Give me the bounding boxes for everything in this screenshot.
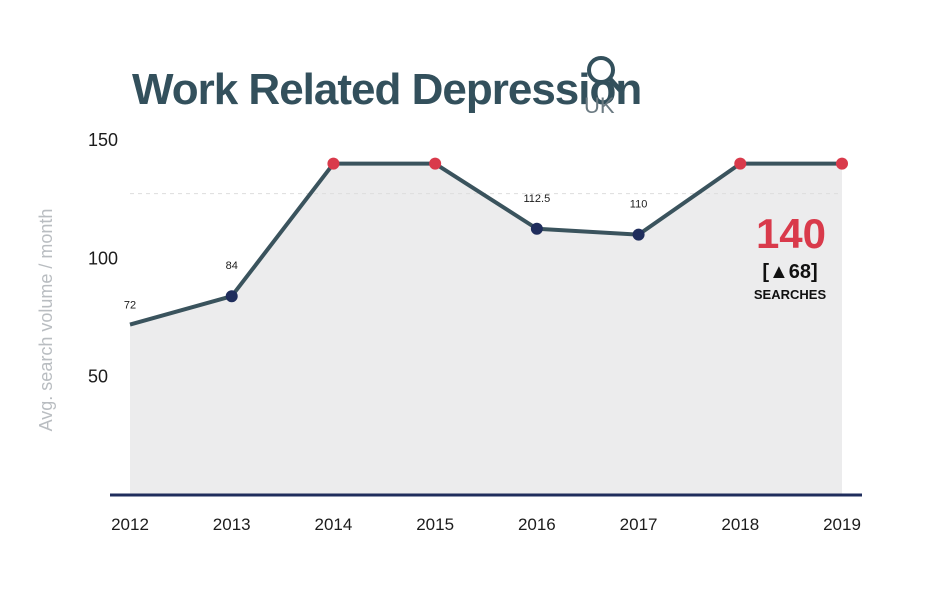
x-tick-label: 2013 bbox=[213, 515, 251, 534]
y-tick-label: 50 bbox=[88, 367, 108, 387]
data-label: 112.5 bbox=[523, 193, 550, 205]
callout-change: [▲68] bbox=[762, 261, 817, 283]
data-point bbox=[734, 157, 747, 170]
x-tick-label: 2017 bbox=[620, 515, 658, 534]
data-point bbox=[429, 157, 442, 170]
y-tick-label: 100 bbox=[88, 248, 118, 268]
title-group: Work Related Depression UK bbox=[132, 56, 642, 118]
callout-value: 140 bbox=[756, 210, 826, 257]
y-axis-label: Avg. search volume / month bbox=[36, 209, 56, 432]
series-line bbox=[129, 161, 842, 327]
x-tick-label: 2018 bbox=[721, 515, 759, 534]
data-point bbox=[530, 222, 543, 235]
data-label: 72 bbox=[124, 300, 136, 312]
data-point bbox=[225, 290, 238, 303]
y-tick-label: 150 bbox=[88, 130, 118, 150]
area-fill bbox=[130, 163, 842, 495]
callout-unit: SEARCHES bbox=[754, 287, 827, 302]
x-tick-label: 2019 bbox=[823, 515, 861, 534]
data-label: 110 bbox=[630, 199, 648, 211]
chart-title: Work Related Depression bbox=[132, 65, 641, 114]
data-point bbox=[327, 157, 340, 170]
data-point bbox=[836, 157, 848, 170]
x-tick-label: 2012 bbox=[111, 515, 149, 534]
chart-subtitle: UK bbox=[584, 93, 615, 118]
x-tick-label: 2014 bbox=[315, 515, 353, 534]
data-label: 84 bbox=[226, 260, 238, 272]
x-tick-label: 2016 bbox=[518, 515, 556, 534]
callout: 140 [▲68] SEARCHES bbox=[754, 210, 827, 302]
search-icon bbox=[587, 56, 623, 93]
x-tick-label: 2015 bbox=[416, 515, 454, 534]
data-point bbox=[632, 228, 645, 241]
